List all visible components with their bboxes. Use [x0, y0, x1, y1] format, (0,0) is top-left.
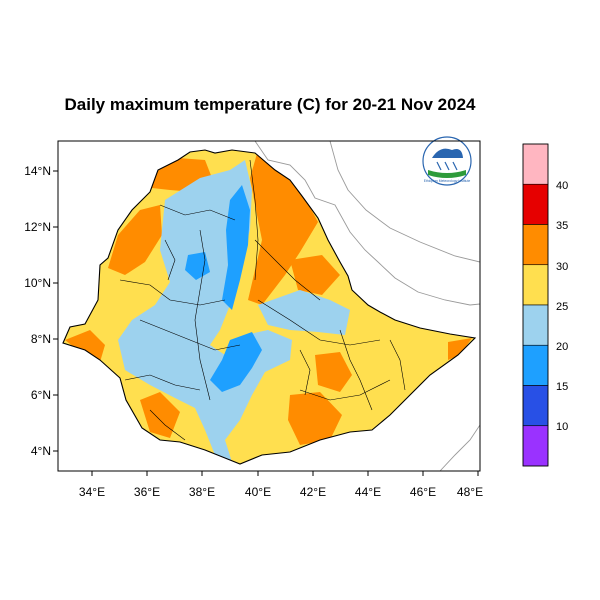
temperature-field	[63, 150, 475, 464]
colorbar-box	[522, 224, 549, 266]
colorbar-box	[522, 264, 549, 306]
x-tick-label: 44°E	[355, 485, 381, 499]
colorbar-label: 10	[556, 421, 568, 433]
y-tick-label: 12°N	[24, 220, 51, 234]
colorbar-box	[522, 183, 549, 225]
x-tick-label: 36°E	[134, 485, 160, 499]
colorbar-box	[522, 385, 549, 427]
map-title: Daily maximum temperature (C) for 20-21 …	[64, 95, 476, 114]
colorbar-boxes	[522, 143, 549, 467]
colorbar-label: 30	[556, 261, 568, 273]
colorbar-box	[522, 304, 549, 346]
x-tick-label: 34°E	[79, 485, 105, 499]
colorbar-label: 40	[556, 180, 568, 192]
colorbar-box	[522, 143, 549, 185]
institute-logo: Ethiopian Meteorology Institute	[422, 136, 472, 186]
x-tick-label: 46°E	[410, 485, 436, 499]
y-tick-label: 6°N	[31, 388, 51, 402]
colorbar-label: 20	[556, 341, 568, 353]
colorbar-box	[522, 344, 549, 386]
y-tick-label: 4°N	[31, 444, 51, 458]
plot-frame	[57, 140, 481, 472]
logo-caption: Ethiopian Meteorology Institute	[424, 179, 471, 183]
colorbar-label: 15	[556, 381, 568, 393]
colorbar-label: 35	[556, 220, 568, 232]
x-tick-label: 48°E	[457, 485, 483, 499]
x-tick-label: 40°E	[245, 485, 271, 499]
x-axis: 34°E 36°E 38°E 40°E 42°E 44°E 46°E 48°E	[79, 471, 483, 499]
neighbour-borders	[254, 141, 480, 471]
colorbar-box	[522, 425, 549, 467]
y-axis: 14°N 12°N 10°N 8°N 6°N 4°N	[24, 164, 58, 458]
colorbar-label: 25	[556, 301, 568, 313]
colorbar: 40 35 30 25 20 15 10	[522, 143, 568, 467]
y-tick-label: 14°N	[24, 164, 51, 178]
x-tick-label: 38°E	[189, 485, 215, 499]
y-tick-label: 8°N	[31, 332, 51, 346]
x-tick-label: 42°E	[300, 485, 326, 499]
country-outline	[62, 149, 477, 465]
admin-boundaries	[119, 159, 406, 441]
y-tick-label: 10°N	[24, 276, 51, 290]
